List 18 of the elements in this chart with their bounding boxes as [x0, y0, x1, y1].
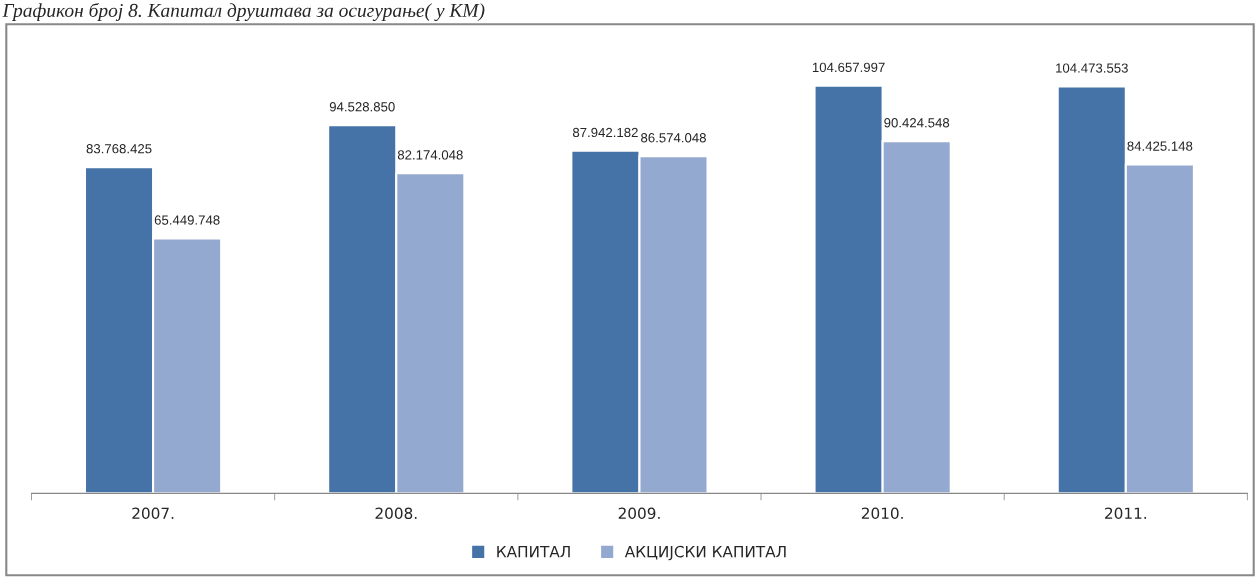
x-tick-label: 2009. [618, 507, 660, 520]
x-tick-label: 2008. [375, 507, 417, 520]
chart-title: Графикон број 8. Капитал друштава за осигурање( у КМ) [2, 2, 485, 21]
data-label: 87.942.182 [572, 127, 638, 138]
x-tick-label: 2010. [861, 507, 903, 520]
data-label: 65.449.748 [154, 215, 220, 225]
legend-label: АКЦИЈСКИ КАПИТАЛ [624, 545, 786, 561]
x-tick-label: 2011. [1105, 507, 1147, 520]
legend-label: КАПИТАЛ [497, 546, 570, 558]
data-label: 94.528.850 [329, 102, 395, 112]
data-label: 86.574.048 [641, 133, 706, 143]
data-label: 82.174.048 [397, 150, 463, 160]
data-label: 90.424.548 [884, 118, 950, 128]
x-tick-label: 2007. [132, 507, 174, 520]
data-label: 83.768.425 [86, 144, 152, 154]
data-label: 104.473.553 [1056, 63, 1128, 73]
data-label: 104.657.997 [812, 62, 885, 73]
data-label: 84.425.148 [1127, 141, 1193, 151]
